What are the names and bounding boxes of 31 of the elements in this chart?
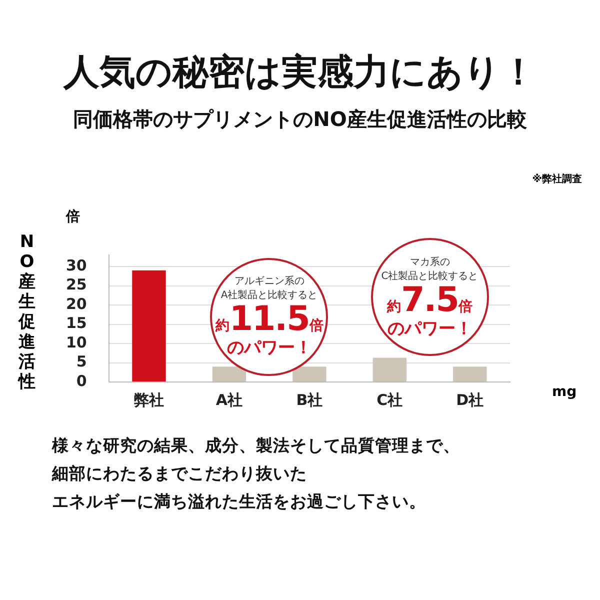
annotation: のパワー！: [226, 337, 313, 360]
text: mg: [552, 384, 577, 400]
text: ※弊社調査: [532, 172, 582, 186]
y-tick-label: 20: [66, 294, 87, 313]
y-axis-title: NO産生促進活性: [16, 232, 36, 392]
y-tick-label: 25: [66, 276, 87, 294]
bar: [453, 366, 487, 382]
bar: [212, 366, 246, 382]
annotation: マカ系の: [408, 256, 451, 269]
y-tick-label: 30: [66, 256, 87, 274]
y-tick-label: 0: [76, 372, 87, 390]
x-tick-label: B社: [296, 390, 323, 409]
text: 細部にわたるまでこだわり抜いた: [52, 463, 308, 485]
bar: [292, 366, 326, 382]
y-tick-label: 10: [66, 333, 87, 352]
chart-title: 人気の秘密は実感力にあり！: [62, 51, 538, 95]
annotation: のパワー！: [386, 318, 474, 340]
y-tick-label: 5: [76, 352, 87, 371]
annotation: アルギニン系の: [233, 274, 306, 288]
chart-subtitle: 同価格帯のサプリメントのNO産生促進活性の比較: [72, 106, 528, 133]
x-tick-label: D社: [456, 390, 484, 409]
x-tick-label: 弊社: [134, 390, 164, 409]
text: 倍: [66, 208, 80, 226]
x-tick-label: A社: [216, 390, 243, 409]
y-tick-label: 15: [66, 314, 87, 332]
annotation: A社製品と比較すると: [220, 288, 319, 302]
x-tick-label: C社: [376, 390, 403, 409]
text: エネルギーに満ち溢れた生活をお過ごし下さい。: [52, 491, 427, 513]
bar: [132, 270, 166, 382]
bar: [372, 358, 407, 382]
text: 様々な研究の結果、成分、製法そして品質管理まで、: [52, 435, 460, 457]
